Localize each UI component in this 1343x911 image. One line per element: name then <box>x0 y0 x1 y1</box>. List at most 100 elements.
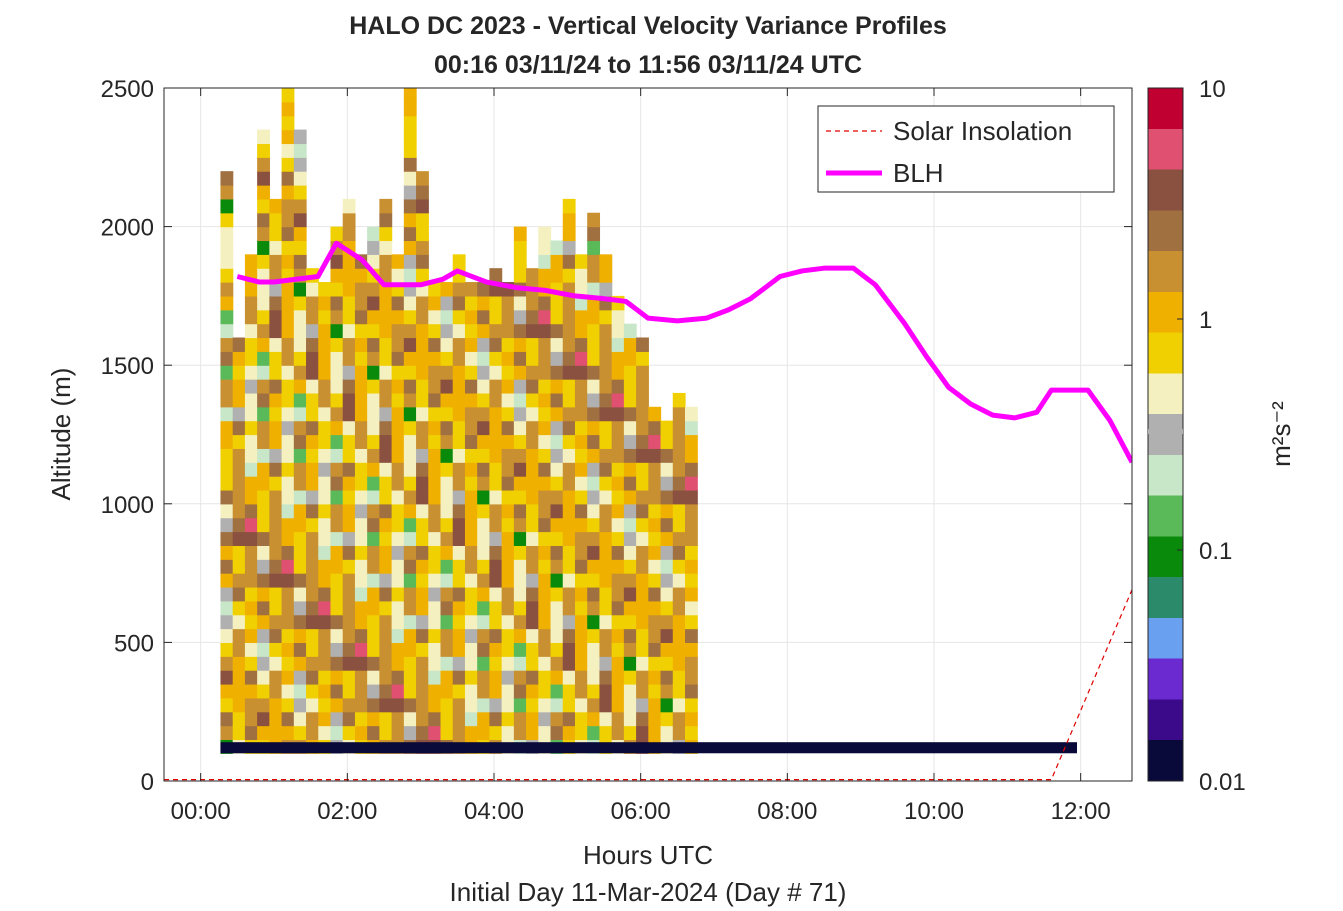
heatmap-cell <box>403 226 417 242</box>
heatmap-cell <box>281 656 295 671</box>
heatmap-cell <box>232 614 246 630</box>
heatmap-cell <box>477 309 491 325</box>
heatmap-cell <box>269 309 283 325</box>
heatmap-cell <box>232 725 246 741</box>
heatmap-cell <box>623 683 637 699</box>
heatmap-cell <box>318 337 332 352</box>
heatmap-cell <box>244 406 258 422</box>
heatmap-cell <box>538 392 552 408</box>
heatmap-cell <box>220 337 234 352</box>
heatmap-cell <box>611 600 625 616</box>
heatmap-cell <box>257 254 270 269</box>
heatmap-cell <box>660 559 674 574</box>
heatmap-cell <box>391 697 405 713</box>
heatmap-cell <box>599 545 613 560</box>
heatmap-cell <box>599 531 613 546</box>
heatmap-cell <box>464 392 478 408</box>
heatmap-cell <box>403 129 417 145</box>
heatmap-cell <box>403 517 417 533</box>
heatmap-cell <box>318 503 332 519</box>
y-ticks: 0 500 1000 1500 2000 2500 <box>101 76 1132 796</box>
heatmap-cell <box>538 628 552 643</box>
heatmap-cell <box>403 240 417 255</box>
heatmap-cell <box>428 697 442 713</box>
heatmap-cell <box>477 517 491 533</box>
heatmap-cell <box>501 559 515 574</box>
heatmap-cell <box>562 628 576 643</box>
heatmap-cell <box>550 573 564 588</box>
heatmap-cell <box>623 337 637 352</box>
heatmap-cell <box>672 503 686 519</box>
heatmap-cell <box>538 489 552 505</box>
heatmap-cell <box>562 531 576 546</box>
heatmap-cell <box>562 711 576 727</box>
heatmap-cell <box>501 392 515 408</box>
heatmap-cell <box>477 462 491 477</box>
heatmap-cell <box>330 254 344 269</box>
heatmap-cell <box>257 171 270 186</box>
heatmap-cell <box>428 559 442 574</box>
heatmap-cell <box>403 115 417 131</box>
heatmap-cell <box>318 531 332 546</box>
heatmap-cell <box>318 517 332 533</box>
heatmap-cell <box>391 309 405 325</box>
heatmap-cell <box>232 434 246 449</box>
heatmap-cell <box>244 254 258 269</box>
heatmap-cell <box>403 697 417 713</box>
heatmap-cell <box>538 323 552 339</box>
heatmap-cell <box>672 586 686 602</box>
heatmap-cell <box>391 392 405 408</box>
heatmap-cell <box>513 295 527 311</box>
heatmap-cell <box>220 212 234 228</box>
heatmap-cell <box>562 683 576 699</box>
heatmap-cell <box>391 573 405 588</box>
heatmap-cell <box>428 573 442 588</box>
heatmap-cell <box>648 434 662 449</box>
heatmap-cell <box>220 711 234 727</box>
heatmap-cell <box>501 656 515 671</box>
heatmap-cell <box>318 323 332 339</box>
heatmap-cell <box>220 254 234 269</box>
heatmap-cell <box>623 628 637 643</box>
heatmap-cell <box>636 489 649 505</box>
heatmap-cell <box>513 434 527 449</box>
heatmap-cell <box>599 420 613 436</box>
heatmap-cell <box>403 406 417 422</box>
heatmap-cell <box>293 683 307 699</box>
heatmap-cell <box>587 628 601 643</box>
heatmap-cell <box>281 489 295 505</box>
y-tick-label: 2500 <box>101 76 154 103</box>
heatmap-cell <box>391 628 405 643</box>
heatmap-cell <box>464 559 478 574</box>
heatmap-cell <box>623 586 637 602</box>
heatmap-cell <box>220 420 234 436</box>
heatmap-cell <box>257 282 270 297</box>
heatmap-cell <box>232 642 246 657</box>
heatmap-cell <box>477 628 491 643</box>
heatmap-cell <box>636 545 649 560</box>
heatmap-cell <box>587 642 601 657</box>
heatmap-cell <box>574 531 588 546</box>
heatmap-cell <box>538 420 552 436</box>
heatmap-cell <box>354 323 368 339</box>
heatmap-cell <box>293 254 307 269</box>
heatmap-cell <box>330 628 344 643</box>
heatmap-cell <box>257 143 270 158</box>
heatmap-cell <box>293 198 307 214</box>
heatmap-cell <box>367 240 380 255</box>
legend-box <box>817 105 1115 193</box>
heatmap-cell <box>452 711 466 727</box>
heatmap-cell <box>648 711 662 727</box>
heatmap-cell <box>354 656 368 671</box>
heatmap-cell <box>269 295 283 311</box>
heatmap-cell <box>489 656 503 671</box>
heatmap-cell <box>367 476 380 491</box>
heatmap-cell <box>416 295 429 311</box>
heatmap-cell <box>232 531 246 546</box>
heatmap-cell <box>257 586 270 602</box>
heatmap-cell <box>330 559 344 574</box>
heatmap-cell <box>220 503 234 519</box>
heatmap-cell <box>440 683 454 699</box>
blh-line <box>236 240 1132 464</box>
heatmap-cell <box>428 711 442 727</box>
